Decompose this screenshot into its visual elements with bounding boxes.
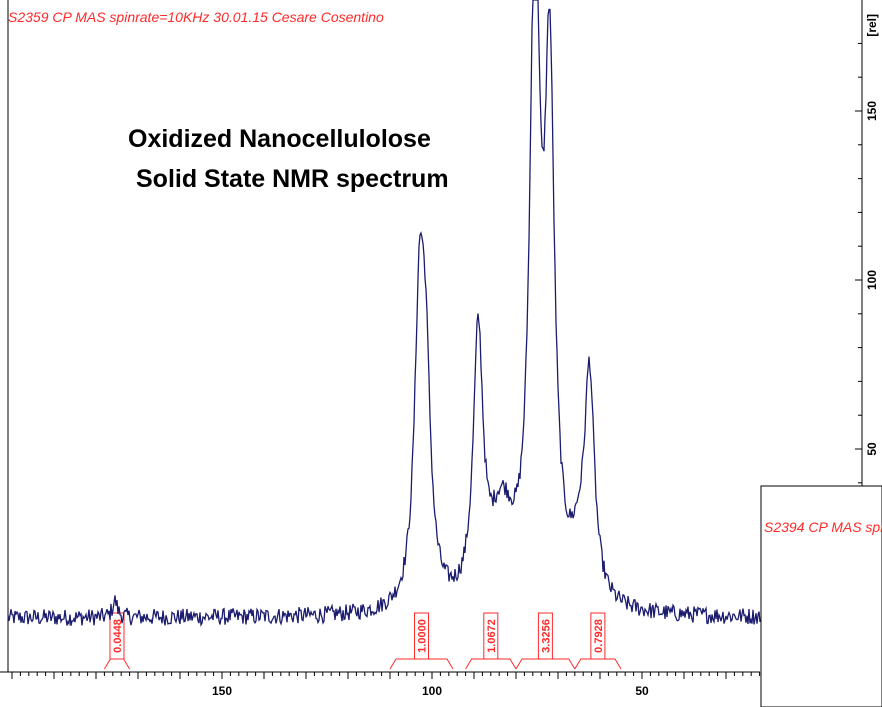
integral-value: 1.0672	[486, 619, 498, 653]
spectrum-series-line	[7, 0, 761, 628]
chart-subtitle: Solid State NMR spectrum	[136, 165, 449, 193]
x-axis: 150 100 50	[11, 672, 761, 698]
overlay-panel: S2394 CP MAS spi	[760, 485, 882, 707]
overlay-caption: S2394 CP MAS spi	[764, 519, 882, 535]
integral-region: 0.0448	[103, 612, 131, 670]
x-tick-label: 50	[635, 684, 649, 698]
integral-value: 0.0448	[112, 619, 124, 653]
integral-bracket	[515, 658, 576, 670]
integral-region: 1.0000	[389, 612, 454, 670]
integral-value: 3.3256	[540, 619, 552, 653]
integral-region: 3.3256	[515, 612, 576, 670]
integral-value: 0.7928	[593, 619, 605, 653]
y-tick-label: 100	[865, 270, 879, 290]
x-tick-label: 150	[212, 684, 232, 698]
integral-value: 1.0000	[417, 619, 429, 653]
x-tick-label: 100	[422, 684, 442, 698]
integral-bracket	[465, 658, 517, 670]
y-tick-label: 150	[865, 101, 879, 121]
integral-label-box	[109, 612, 125, 660]
spectrum-caption: S2359 CP MAS spinrate=10KHz 30.01.15 Ces…	[8, 9, 384, 25]
y-axis-label: [rel]	[865, 14, 879, 37]
y-axis: 50 100 150	[855, 42, 879, 484]
plot-frame	[0, 0, 863, 673]
integral-label-box	[590, 612, 606, 660]
integral-region: 0.7928	[574, 612, 622, 670]
integral-bracket	[103, 658, 131, 670]
integral-bracket	[389, 658, 454, 670]
integral-bracket	[574, 658, 622, 670]
integral-label-box	[537, 612, 553, 660]
y-tick-label: 50	[865, 442, 879, 456]
chart-title: Oxidized Nanocellulolose	[128, 125, 431, 153]
integral-regions: 0.0448 1.0000 1.0672 3.3256 0.7928	[103, 612, 622, 670]
integral-label-box	[414, 612, 429, 660]
integral-region: 1.0672	[465, 612, 517, 670]
integral-label-box	[483, 612, 499, 660]
